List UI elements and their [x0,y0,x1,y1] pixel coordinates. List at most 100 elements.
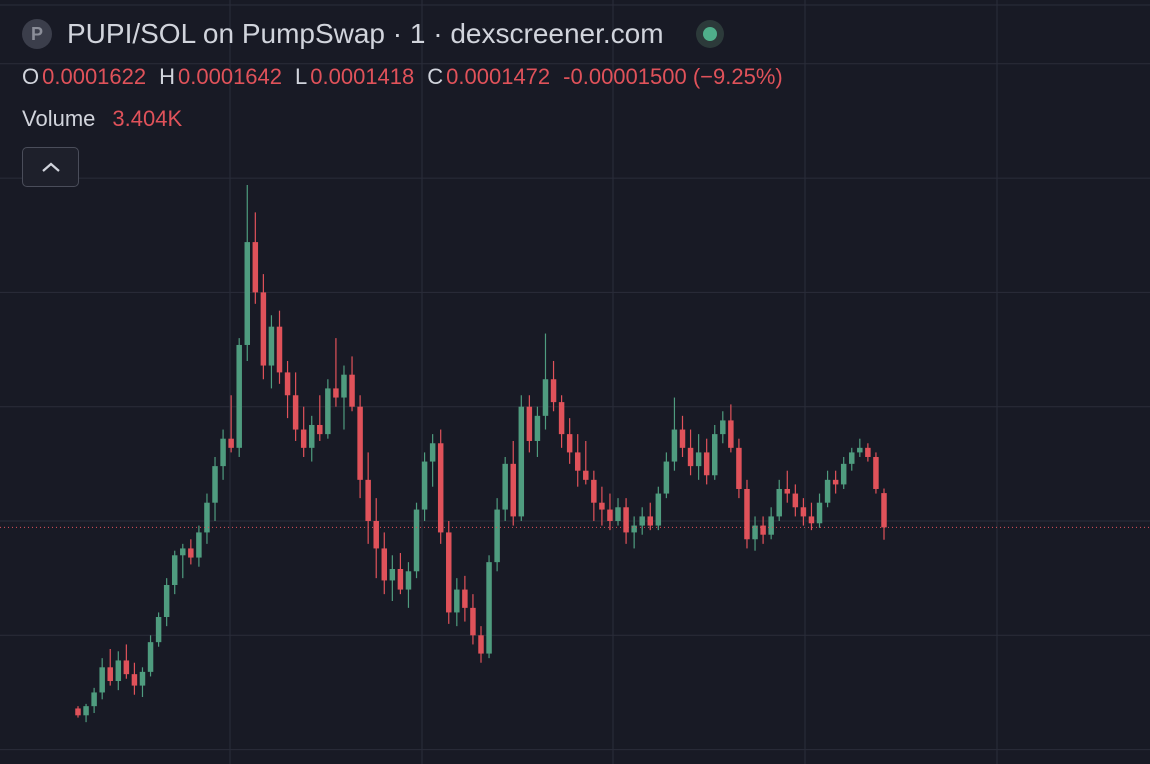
ohlc-value: 0.0001418 [310,64,415,89]
candle-body [671,429,678,462]
candle-body [736,447,742,489]
candle-body [881,493,887,528]
logo: P [22,19,52,49]
ohlc-value: 0.0001622 [42,64,147,89]
candle-body [373,520,379,549]
candle-body [760,525,766,535]
candle-body [776,488,782,517]
candle-body [857,447,863,453]
candle-body [317,424,323,435]
ohlc-value: 0.0001642 [178,64,283,89]
candle-body [196,532,202,558]
candle-body [220,438,226,467]
candle-body [204,502,210,533]
candle-body [615,507,621,521]
candle-body [437,443,444,533]
candle-body [720,420,726,435]
candle-body [171,555,178,586]
volume-legend: Volume 3.404K [22,106,182,132]
candle-body [333,388,339,398]
candle-body [478,635,484,654]
candle-body [155,617,162,643]
candle-body [325,388,331,435]
candle-body [292,395,299,430]
candle-body [623,507,629,533]
ohlc-key: O [22,64,40,89]
candle-body [470,607,476,636]
collapse-button[interactable] [22,147,79,187]
candle-body [566,434,573,453]
candle-body [663,461,670,494]
candle-body [454,589,460,613]
candle-body [284,372,291,396]
candle-body [752,525,758,540]
candle-body [808,516,815,524]
ohlc-key: C [427,64,444,89]
candle-body [703,452,710,476]
candle-body [139,671,146,686]
candle-body [591,479,597,503]
candle-body [397,568,404,590]
candle-body [131,674,138,686]
candle-body [389,568,396,581]
candle-body [655,493,662,526]
candle-body [252,242,259,293]
ohlc-legend: O 0.0001622 H 0.0001642 L 0.0001418 C 0.0001472… [22,64,796,90]
candle-body [91,692,97,707]
candle-body [840,463,847,485]
candle-body [599,502,605,510]
candle-body [429,443,436,462]
chevron-icon [41,162,60,172]
candle-body [832,479,839,485]
candle-body [502,463,508,510]
candle-body [341,374,347,398]
candle-body [873,456,879,489]
candle-body [180,548,186,556]
candle-body [147,642,154,672]
candle-body [405,571,412,590]
candle-body [784,488,791,494]
candle-body [679,429,686,448]
candle-body [357,406,363,480]
ohlc-key: L [295,64,308,89]
candle-body [574,452,581,471]
candle-body [244,242,251,345]
candle-body [518,406,525,517]
candle-body [639,516,645,526]
candle-body [542,379,549,416]
candle-body [115,660,122,682]
vertical-grid [229,0,998,764]
candle-body [236,344,242,448]
candle-body [816,502,823,524]
candle-body [607,509,613,521]
candle-body [865,447,871,457]
candle-body [631,525,637,533]
candle-body [228,438,234,448]
candle-body [824,479,831,503]
candle-body [486,562,492,654]
candle-body [276,326,283,373]
candle-body [558,402,565,435]
candle-body [744,488,750,540]
price-change: -0.00001500 (−9.25%) [563,64,783,89]
candle-body [792,493,799,508]
candle-body [550,379,557,403]
candle-body [695,452,702,467]
candle-body [768,516,774,535]
title-row: P PUPI/SOL on PumpSwap · 1 · dexscreener… [22,18,724,50]
candle-body [381,548,388,581]
candle-body [849,452,855,464]
candle-body [728,420,734,448]
candle-body [107,667,113,682]
candle-body [349,374,355,407]
candle-body [421,461,428,510]
volume-label: Volume [22,106,96,131]
candle-body [188,548,194,558]
candle-body [800,507,807,517]
candle-body [308,424,315,448]
candle-body [99,667,105,693]
candle-body [300,429,307,448]
